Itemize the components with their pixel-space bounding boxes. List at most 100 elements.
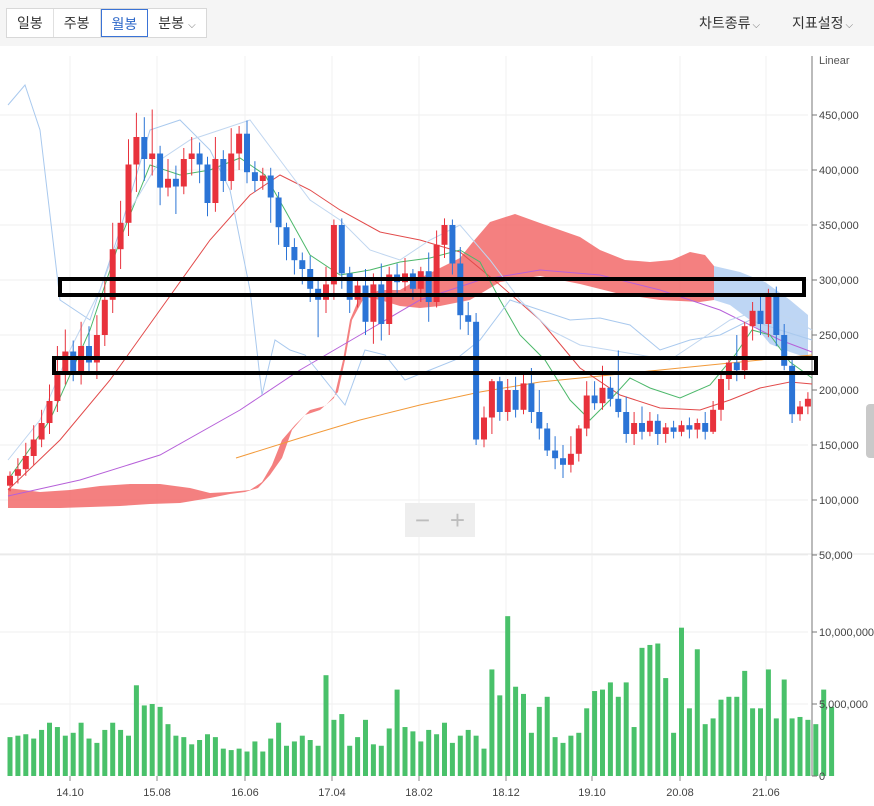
candle-down <box>299 260 306 269</box>
candle-down <box>528 383 535 412</box>
side-panel-handle[interactable] <box>866 404 874 458</box>
annotation-box-lower <box>52 356 818 375</box>
candle-up <box>441 225 448 245</box>
candle-down <box>283 227 290 247</box>
chart-toolbar: 일봉 주봉 월봉 분봉 ⌵ 차트종류 ⌵ 지표설정 ⌵ <box>0 0 874 46</box>
candle-up <box>370 284 377 322</box>
volume-bar <box>118 729 124 776</box>
volume-bar <box>212 737 218 776</box>
candle-down <box>204 164 211 203</box>
tab-daily[interactable]: 일봉 <box>7 9 54 37</box>
candle-up <box>7 475 13 486</box>
volume-bar <box>189 744 195 776</box>
volume-bar <box>39 729 45 776</box>
candle-up <box>259 175 266 181</box>
time-tick-label: 14.10 <box>56 787 84 799</box>
volume-bar <box>370 744 376 776</box>
volume-bar <box>813 724 819 776</box>
price-axis: Linear 450,000 400,000 350,000 300,000 250,0… <box>812 55 874 783</box>
volume-bar <box>631 727 637 776</box>
candle-up <box>165 178 171 188</box>
candle-down <box>591 395 598 404</box>
volume-bar <box>694 649 700 776</box>
volume-bar <box>7 737 13 776</box>
candle-up <box>631 423 638 434</box>
time-axis: 14.10 15.08 16.06 17.04 18.02 18.12 19.10 20.08… <box>56 776 780 799</box>
price-tick-label: 100,000 <box>819 495 859 507</box>
volume-bar <box>291 741 297 776</box>
volume-bar <box>86 738 92 776</box>
volume-bar <box>718 699 724 776</box>
candle-up <box>749 310 756 327</box>
candle-up <box>386 274 393 324</box>
candle-up <box>14 469 21 476</box>
candle-up <box>101 299 108 335</box>
candle-down <box>654 420 661 434</box>
candle-up <box>93 335 100 363</box>
volume-bar <box>671 732 677 776</box>
volume-bar <box>157 706 163 776</box>
indicator-settings-menu[interactable]: 지표설정 ⌵ <box>792 0 853 46</box>
volume-bar <box>434 734 440 776</box>
zoom-in-button[interactable]: + <box>449 505 466 535</box>
volume-bar <box>173 735 179 776</box>
volume-bar <box>647 644 653 776</box>
chart-type-menu[interactable]: 차트종류 ⌵ <box>699 0 760 46</box>
candle-down <box>338 225 345 274</box>
candle-down <box>733 362 740 371</box>
volume-bar <box>410 731 416 776</box>
candle-up <box>133 137 140 165</box>
candle-down <box>670 427 677 432</box>
candle-up <box>212 159 219 203</box>
zoom-out-button[interactable]: − <box>414 505 431 535</box>
candle-up <box>646 420 653 432</box>
candle-down <box>789 365 796 415</box>
volume-bar <box>473 735 479 776</box>
candle-up <box>488 381 495 418</box>
volume-bar <box>205 734 210 776</box>
candle-up <box>180 159 187 187</box>
candle-down <box>457 263 464 316</box>
volume-bar <box>418 741 424 776</box>
volume-bar <box>102 729 108 776</box>
volume-bar <box>23 734 29 776</box>
volume-bar <box>513 686 519 776</box>
tab-monthly[interactable]: 월봉 <box>100 9 149 37</box>
volume-bar <box>355 737 361 776</box>
volume-bar <box>363 719 368 776</box>
candle-up <box>125 164 132 223</box>
candle-down <box>157 153 164 188</box>
candle-up <box>481 417 487 440</box>
volume-bar <box>449 742 455 776</box>
tab-weekly[interactable]: 주봉 <box>54 9 101 37</box>
volume-bar <box>276 722 282 776</box>
volume-bar <box>339 714 345 776</box>
period-tabs: 일봉 주봉 월봉 분봉 ⌵ <box>6 8 207 38</box>
candle-up <box>117 222 124 250</box>
volume-bar <box>679 627 684 776</box>
volume-bar <box>489 669 495 776</box>
volume-bar <box>560 742 566 776</box>
candle-down <box>496 381 503 412</box>
candle-up <box>710 409 717 432</box>
time-tick-label: 18.02 <box>405 787 433 799</box>
candle-down <box>346 273 353 300</box>
stock-chart[interactable]: Linear 450,000 400,000 350,000 300,000 250,0… <box>0 46 874 806</box>
candle-down <box>781 335 788 366</box>
candle-up <box>567 453 574 465</box>
volume-bar <box>789 718 795 776</box>
candle-up <box>330 225 337 285</box>
candle-down <box>465 315 472 322</box>
volume-bar <box>592 691 598 776</box>
volume-bar <box>426 729 432 776</box>
candle-down <box>615 398 622 412</box>
grid-lines <box>0 56 874 776</box>
volume-bar <box>402 727 408 776</box>
volume-bar <box>655 643 661 776</box>
candle-down <box>623 412 630 434</box>
tab-minute[interactable]: 분봉 ⌵ <box>148 9 205 37</box>
candle-down <box>773 293 780 335</box>
candle-up <box>741 326 748 371</box>
volume-bar <box>528 732 534 776</box>
volume-bar <box>268 738 274 776</box>
